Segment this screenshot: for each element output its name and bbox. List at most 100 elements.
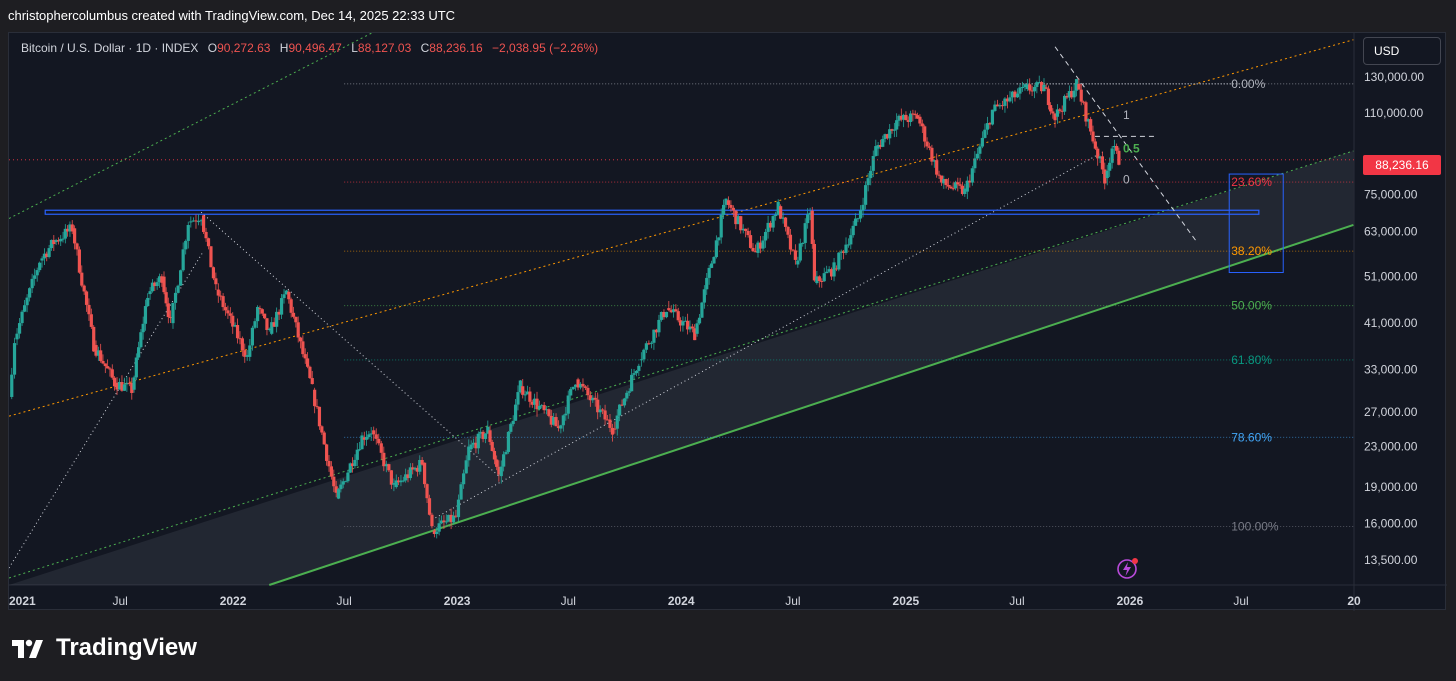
candle (112, 376, 117, 391)
candle-body (243, 350, 247, 357)
candle (1105, 164, 1109, 186)
candle (474, 436, 478, 454)
candle-body (899, 115, 903, 120)
candle (348, 462, 352, 473)
candle (486, 420, 490, 435)
candle-body (1105, 170, 1109, 179)
candle (411, 463, 415, 475)
candle (937, 170, 941, 180)
candle-body (581, 383, 585, 387)
candle (479, 427, 483, 439)
candle (1093, 138, 1097, 150)
price-tick-label: 63,000.00 (1364, 225, 1418, 239)
candle (829, 267, 834, 280)
candle-body (427, 498, 432, 515)
chart-panel[interactable]: 0.00% 23.60% 38.20% 50.00% 61.80% 78.60% 100.0… (8, 32, 1447, 611)
candle (878, 139, 883, 150)
candle-body (54, 240, 58, 243)
candle-body (561, 415, 565, 426)
candle-body (627, 391, 631, 393)
candle (935, 153, 939, 178)
candle (1018, 84, 1022, 100)
candle (73, 225, 77, 250)
candle (678, 317, 683, 332)
candle (181, 242, 185, 272)
upper-dotted-green-channel (9, 33, 373, 219)
candle-body (817, 276, 821, 282)
candle (110, 364, 114, 380)
candle-body (806, 214, 810, 224)
candle-body (1023, 84, 1027, 88)
candle-body (674, 309, 678, 312)
candle-body (117, 382, 122, 390)
price-tick-label: 27,000.00 (1364, 405, 1418, 419)
candle (139, 329, 143, 349)
candle-body (978, 146, 982, 154)
candle (186, 221, 190, 249)
candle (1077, 78, 1081, 90)
candle-body (721, 204, 726, 215)
candle (332, 469, 336, 493)
candle-body (164, 292, 168, 304)
lightning-alert-icon[interactable] (1116, 556, 1140, 580)
candle (537, 400, 541, 411)
candle-body (930, 147, 934, 162)
candle (1112, 139, 1116, 155)
candle-body (30, 278, 34, 289)
candle-body (793, 250, 797, 260)
symbol-title[interactable]: Bitcoin / U.S. Dollar · 1D · INDEX (21, 41, 199, 55)
candle-body (61, 238, 65, 240)
candle-body (667, 308, 671, 311)
candle-body (486, 426, 490, 434)
candle-body (853, 218, 858, 226)
candle-body (908, 113, 913, 122)
candle (642, 348, 646, 363)
candle (196, 214, 201, 226)
candle (729, 200, 733, 212)
candle (1010, 90, 1015, 104)
candle (502, 451, 506, 472)
candle (1030, 85, 1034, 97)
candle-body (291, 312, 296, 317)
price-tick-label: 16,000.00 (1364, 517, 1418, 531)
candle-body (598, 409, 602, 413)
candle-body (120, 382, 124, 391)
candle (430, 512, 434, 529)
candle-body (506, 431, 511, 452)
candle (1108, 157, 1112, 177)
candle (173, 287, 178, 310)
candle (94, 340, 98, 358)
candle (277, 309, 281, 321)
candle-body (45, 253, 49, 258)
candle (369, 427, 373, 441)
candle-body (591, 397, 595, 401)
candle-body (610, 427, 615, 435)
candle (944, 178, 948, 189)
candle (155, 278, 159, 290)
candle (832, 257, 836, 282)
price-chart[interactable]: 0.00% 23.60% 38.20% 50.00% 61.80% 78.60% 100.0… (9, 33, 1447, 611)
candle-body (1010, 91, 1015, 98)
candle (709, 260, 714, 269)
candle-body (101, 360, 105, 364)
candle (432, 528, 436, 538)
candle (866, 173, 870, 192)
candle-body (537, 405, 541, 410)
candle-body (888, 129, 892, 139)
candle (120, 375, 124, 392)
candle-body (695, 323, 699, 334)
candle (564, 406, 568, 421)
candle-body (296, 322, 300, 338)
candle-body (988, 123, 992, 125)
candle (33, 268, 37, 286)
candle (315, 399, 319, 409)
high-label: H (279, 41, 289, 55)
candle (736, 214, 740, 225)
candle-body (615, 415, 619, 429)
candle (206, 237, 211, 250)
candle-body (810, 210, 814, 244)
candle-body (73, 228, 77, 244)
candle-body (92, 326, 96, 352)
currency-button[interactable]: USD (1363, 37, 1441, 65)
candle (671, 304, 676, 318)
